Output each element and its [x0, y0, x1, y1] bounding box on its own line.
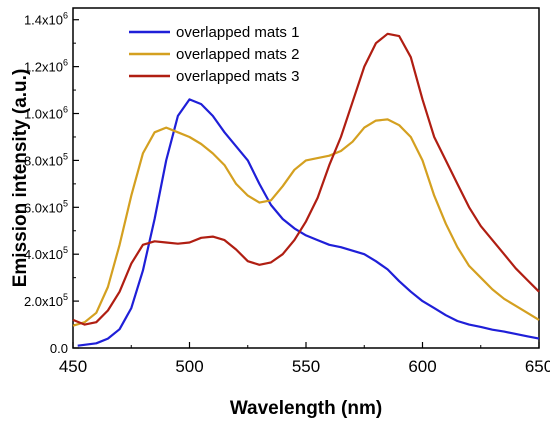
y-tick-label: 0.0: [50, 341, 68, 356]
y-tick-label: 1.0x106: [24, 105, 68, 122]
x-tick-label: 500: [175, 357, 203, 376]
series-line-2: [72, 118, 540, 327]
y-tick-label: 8.0x105: [24, 151, 68, 168]
x-axis-title: Wavelength (nm): [230, 398, 382, 419]
y-tick-label: 2.0x105: [24, 292, 68, 309]
legend: overlapped mats 1 overlapped mats 2 overla…: [129, 24, 299, 85]
series-layer: [72, 32, 540, 347]
x-tick-label: 550: [292, 357, 320, 376]
y-axis-ticks: 0.0 2.0x105 4.0x105 6.0x105 8.0x105 1.0x106 1.…: [24, 11, 79, 356]
y-tick-label: 1.2x106: [24, 58, 68, 75]
plot-frame: [72, 7, 540, 349]
series-line-3: [72, 32, 540, 326]
legend-label-2: overlapped mats 2: [176, 46, 299, 63]
legend-label-1: overlapped mats 1: [176, 24, 299, 41]
y-tick-label: 4.0x105: [24, 245, 68, 262]
y-axis-title: Emission intensity (a.u.): [10, 69, 31, 288]
x-axis-ticks: 450 500 550 600 650: [59, 342, 550, 376]
x-tick-label: 450: [59, 357, 87, 376]
y-tick-label: 6.0x105: [24, 198, 68, 215]
legend-label-3: overlapped mats 3: [176, 68, 299, 85]
x-tick-label: 600: [408, 357, 436, 376]
x-tick-label: 650: [525, 357, 550, 376]
y-tick-label: 1.4x106: [24, 11, 68, 28]
series-line-1: [77, 98, 540, 347]
